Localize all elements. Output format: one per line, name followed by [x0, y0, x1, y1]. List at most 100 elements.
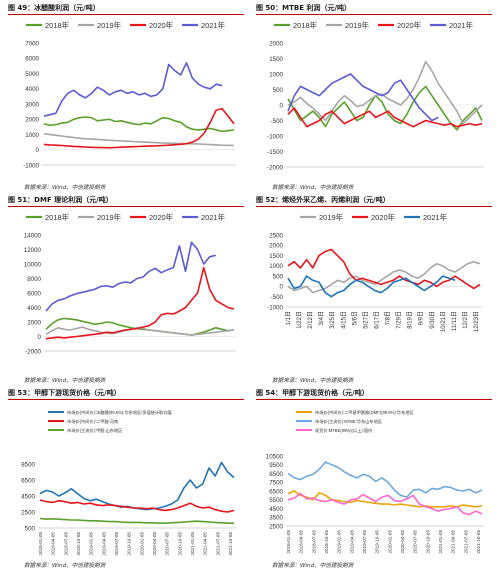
y-tick-label: 3500 — [269, 515, 283, 522]
series-line-4 — [287, 73, 439, 122]
figure-52-panel: 图 52：烯烃外采乙烯、丙烯利润（元/吨） 2019年 2020年 2021年 250… — [256, 195, 492, 378]
y-tick-label: -1000 — [267, 133, 283, 140]
series-line-4 — [45, 241, 216, 312]
series-line-2 — [43, 132, 235, 147]
x-tick-label: 5/6日 — [351, 311, 358, 325]
series-line-3 — [287, 275, 456, 298]
series-line-2 — [287, 461, 483, 498]
legend-label: 市场价(中间价):二甲基甲酰胺(DMF)(99.9%):华东地区 — [315, 409, 414, 416]
y-tick-label: 1000 — [25, 132, 39, 139]
x-tick-label: 2019-10-05 — [127, 532, 132, 556]
x-tick-label: 2021-01-05 — [190, 532, 195, 556]
series-line-2 — [287, 60, 483, 125]
y-tick-label: 8500 — [21, 461, 35, 468]
figure-54-title: 图 54：甲醇下游现货价格（元/吨） — [256, 388, 492, 400]
x-tick-label: 8/19日 — [407, 311, 414, 329]
x-tick-label: 2019-01-05 — [337, 530, 342, 554]
figure-51-panel: 图 51：DMF 理论利润（元/吨） 2018年 2019年 2020年 2021年 1… — [8, 195, 244, 378]
series-line-1 — [43, 116, 235, 133]
x-tick-label: 7/8日 — [385, 311, 392, 325]
x-tick-label: 1/22日 — [296, 311, 303, 329]
y-tick-label: 6000 — [27, 290, 41, 297]
y-tick-label: 6000 — [25, 56, 39, 63]
y-tick-label: 1000 — [269, 71, 283, 78]
legend-label: 市场价(主流价):甲醛:山东地区 — [67, 427, 122, 434]
y-tick-label: 9500 — [269, 462, 283, 469]
x-tick-label: 2018-04-05 — [299, 530, 304, 554]
figure-53-chart: 市场价(中间价):冰醋酸(99.5%):华东地区/多值统计取均值市场价(中间价)… — [21, 409, 236, 556]
y-tick-label: -2000 — [267, 164, 283, 171]
figure-51-source: 数据来源：Wind，中信建投期货 — [24, 378, 106, 384]
x-tick-label: 2020-04-05 — [400, 530, 405, 554]
y-tick-label: 2000 — [25, 117, 39, 124]
legend-label: 2019年 — [97, 20, 122, 30]
y-tick-label: 2000 — [269, 40, 283, 47]
x-tick-label: 2020-10-05 — [177, 532, 182, 556]
figure-52-title: 图 52：烯烃外采乙烯、丙烯利润（元/吨） — [256, 195, 492, 207]
x-tick-label: 4/15日 — [340, 311, 347, 329]
legend-label: 现货价:MTBE(99%)(以上):国内 — [315, 427, 372, 434]
x-tick-label: 3/4日 — [318, 311, 325, 325]
x-tick-label: 2018-04-05 — [51, 532, 56, 556]
series-line-1 — [287, 260, 481, 294]
figure-50-source: 数据来源：Wind，中信建投期货 — [272, 185, 354, 191]
legend: 市场价(中间价):二甲基甲酰胺(DMF)(99.9%):华东地区市场价(主流价)… — [296, 409, 414, 434]
y-tick-label: 1500 — [269, 253, 283, 260]
legend-label: 2021年 — [201, 20, 226, 30]
y-tick-label: 0 — [36, 147, 40, 154]
y-tick-label: 10000 — [24, 261, 42, 268]
y-tick-label: -1000 — [267, 304, 283, 311]
x-tick-label: 7/29日 — [396, 311, 403, 329]
figure-52-source: 数据来源：Wind，中信建投期货 — [272, 378, 354, 384]
x-tick-label: 2019-04-05 — [349, 530, 354, 554]
legend-label: 2019年 — [345, 20, 370, 30]
figure-54-source: 数据来源：Wind，中信建投期货 — [272, 563, 354, 569]
y-tick-label: 4500 — [269, 506, 283, 513]
x-tick-label: 6/17日 — [373, 311, 380, 329]
series-line-3 — [287, 492, 483, 516]
legend-label: 2020年 — [397, 20, 422, 30]
series-line-3 — [43, 107, 235, 149]
legend-label: 市场价(主流价):MTBE:华东山东地区 — [315, 418, 382, 425]
y-tick-label: 6500 — [269, 488, 283, 495]
series-line-3 — [39, 517, 234, 524]
figure-51-chart: 2018年 2019年 2020年 2021年 14000 12000 10000 8000 6… — [24, 212, 236, 355]
y-tick-label: -1500 — [267, 149, 283, 156]
y-tick-label: 4000 — [27, 305, 41, 312]
x-tick-label: 10/21日 — [440, 311, 447, 332]
figure-51-title: 图 51：DMF 理论利润（元/吨） — [8, 195, 244, 207]
series-line-2 — [39, 499, 235, 513]
figure-54-panel: 图 54：甲醇下游现货价格（元/吨） 市场价(中间价):二甲基甲酰胺(DMF)(… — [256, 388, 492, 571]
x-tick-label: 2018-07-05 — [63, 532, 68, 556]
y-tick-label: 2500 — [269, 232, 283, 239]
x-tick-label: 2018-01-05 — [38, 532, 43, 556]
y-tick-label: 4500 — [21, 493, 35, 500]
y-tick-label: 500 — [273, 87, 284, 94]
legend-label: 2018年 — [293, 20, 318, 30]
figure-50-panel: 图 50：MTBE 利润（元/吨） 2018年 2019年 2020年 2021年 20… — [256, 3, 492, 186]
figure-49-panel: 图 49：冰醋酸利润（元/吨） 2018年 2019年 2020年 2021年 7000… — [8, 3, 244, 186]
y-tick-label: 1000 — [269, 263, 283, 270]
x-tick-label: 2021-01-05 — [438, 530, 443, 554]
y-tick-label: 3000 — [25, 101, 39, 108]
legend: 2019年 2020年 2021年 — [300, 212, 448, 222]
x-tick-label: 9/9日 — [418, 311, 425, 325]
legend: 市场价(中间价):冰醋酸(99.5%):华东地区/多值统计取均值市场价(中间价)… — [48, 409, 172, 434]
x-tick-label: 2021-04-05 — [203, 532, 208, 556]
x-tick-label: 5/27日 — [362, 311, 369, 329]
x-tick-label: 2020-10-05 — [425, 530, 430, 554]
x-tick-label: 2021-04-05 — [451, 530, 456, 554]
series-line-4 — [43, 62, 223, 117]
x-tick-label: 2020-07-05 — [413, 530, 418, 554]
y-tick-label: 6500 — [21, 477, 35, 484]
y-tick-label: 14000 — [24, 232, 42, 239]
y-tick-label: -1000 — [23, 162, 39, 169]
y-tick-label: -2000 — [25, 348, 41, 355]
legend-label: 2020年 — [371, 212, 396, 222]
y-tick-label: -500 — [271, 118, 284, 125]
x-tick-label: 11/11日 — [451, 311, 458, 331]
y-tick-label: 4000 — [25, 86, 39, 93]
x-tick-label: 2019-04-05 — [101, 532, 106, 556]
legend-label: 2019年 — [97, 212, 122, 222]
x-tick-label: 9/30日 — [429, 311, 436, 329]
